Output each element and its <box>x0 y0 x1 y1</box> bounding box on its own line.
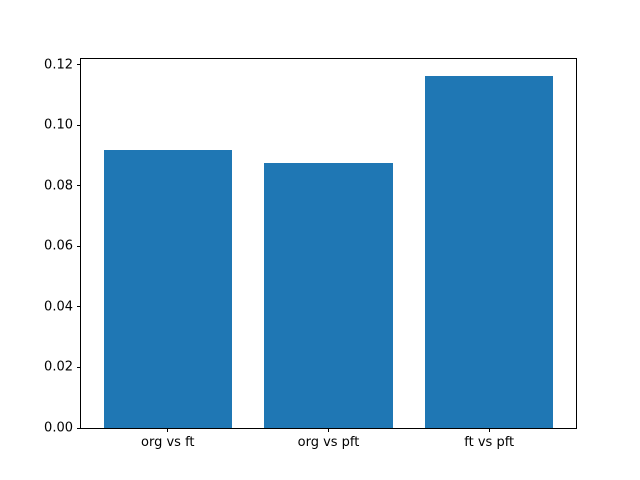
x-axis-tick <box>328 428 329 432</box>
y-axis-tick-label: 0.12 <box>44 57 73 73</box>
y-axis-tick-label: 0.02 <box>44 359 73 375</box>
y-axis-tick-label: 0.04 <box>44 299 73 315</box>
plot-area: 0.00 0.02 0.04 0.06 0.08 0.10 0.12 org vs ft org… <box>44 58 577 449</box>
y-axis-tick <box>77 245 81 247</box>
bar-org-vs-pft <box>264 162 393 428</box>
y-axis-tick-label: 0.00 <box>44 420 73 436</box>
bar-org-vs-ft <box>103 150 233 428</box>
y-axis-tick <box>77 366 81 368</box>
y-axis-tick-label: 0.08 <box>44 178 73 194</box>
y-axis-tick <box>77 427 81 429</box>
x-axis-tick-label: org vs pft <box>297 435 360 450</box>
y-axis-tick <box>77 124 81 126</box>
x-axis-tick <box>167 428 169 432</box>
bar-ft-vs-pft <box>424 76 554 428</box>
x-axis-tick-label: org vs ft <box>141 435 195 450</box>
x-axis-tick-label: ft vs pft <box>464 435 515 450</box>
y-axis-tick-label: 0.06 <box>44 238 73 254</box>
y-axis-tick <box>77 185 81 187</box>
y-axis-tick-label: 0.10 <box>44 117 73 133</box>
x-axis-tick <box>488 428 490 432</box>
y-axis-tick <box>77 306 81 308</box>
y-axis-tick <box>77 64 81 66</box>
